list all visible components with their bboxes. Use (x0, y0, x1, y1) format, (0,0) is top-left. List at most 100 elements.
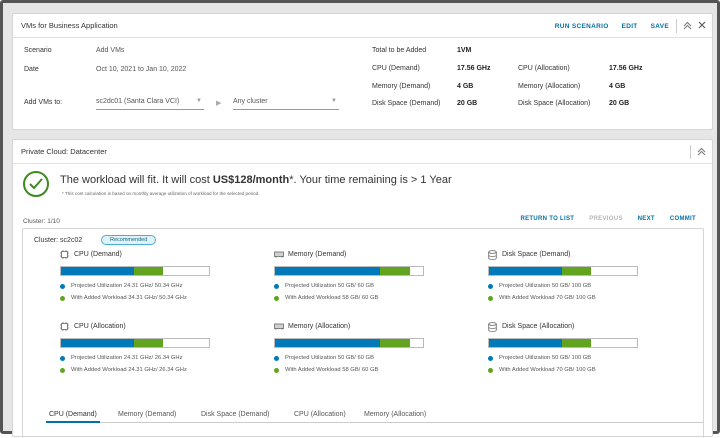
memory-icon (274, 250, 284, 259)
cpu-allocation-utilization-bar (60, 338, 210, 348)
added-workload-text: With Added Workload 70 GB/ 100 GB (499, 367, 596, 373)
metric-title-text: Memory (Demand) (288, 251, 347, 258)
added-dot-icon (274, 295, 279, 301)
added-dot-icon (274, 367, 279, 373)
added-workload-segment (133, 267, 164, 275)
tab-cpu-allocation[interactable]: CPU (Allocation) (294, 411, 346, 418)
storage-icon (488, 250, 497, 260)
added-dot-icon (488, 295, 493, 301)
headline-text: The workload will fit. It will cost (60, 174, 213, 186)
commit-button[interactable]: COMMIT (669, 216, 696, 222)
chevron-double-up-icon[interactable] (697, 147, 706, 158)
cpu-icon (60, 250, 69, 259)
scenario-value: Add VMs (96, 47, 125, 54)
chevron-down-icon: ▼ (331, 98, 337, 104)
memory-allocation-utilization-bar (274, 338, 424, 348)
cluster-name: Cluster: sc2c02 (34, 237, 83, 244)
projected-utilization-segment (275, 267, 381, 275)
projected-dot-icon (274, 355, 279, 361)
added-workload-legend: With Added Workload 70 GB/ 100 GB (488, 295, 596, 301)
scenario-panel-title: VMs for Business Application (21, 21, 118, 30)
close-icon[interactable] (698, 21, 706, 31)
added-dot-icon (60, 367, 65, 373)
edit-button[interactable]: EDIT (621, 22, 638, 30)
divider (676, 19, 677, 33)
chevron-down-icon: ▼ (196, 98, 202, 104)
cluster-count: Cluster: 1/10 (23, 218, 60, 225)
metric-card: Memory (Allocation) Projected Utilization… (274, 322, 424, 386)
projected-utilization-segment (61, 267, 134, 275)
memory-allocation-value: 4 GB (609, 83, 626, 90)
metric-card: CPU (Demand) Projected Utilization 24.31 … (60, 250, 210, 314)
metric-title: Disk Space (Allocation) (488, 322, 575, 332)
metric-title-text: Disk Space (Allocation) (502, 323, 575, 330)
projected-dot-icon (60, 355, 65, 361)
added-workload-text: With Added Workload 58 GB/ 60 GB (285, 367, 379, 373)
disk-allocation-value: 20 GB (609, 100, 630, 107)
added-workload-legend: With Added Workload 24.31 GHz/ 26.34 GHz (60, 367, 187, 373)
result-panel-actions (683, 140, 706, 164)
memory-icon (274, 322, 284, 331)
projected-utilization-legend: Projected Utilization 50 GB/ 60 GB (274, 283, 374, 289)
tab-disk-space-demand[interactable]: Disk Space (Demand) (201, 411, 270, 418)
projected-utilization-text: Projected Utilization 24.31 GHz/ 26.34 G… (71, 355, 183, 361)
add-vms-label: Add VMs to: (24, 99, 63, 106)
datacenter-select[interactable]: sc2dc01 (Santa Clara VCI) ▼ (96, 98, 204, 110)
fit-headline: The workload will fit. It will cost US$1… (60, 174, 452, 186)
projected-utilization-legend: Projected Utilization 50 GB/ 100 GB (488, 283, 591, 289)
projected-utilization-segment (275, 339, 381, 347)
tab-memory-allocation[interactable]: Memory (Allocation) (364, 411, 427, 418)
tab-cpu-demand[interactable]: CPU (Demand) (46, 411, 100, 423)
added-workload-segment (133, 339, 164, 347)
date-label: Date (24, 66, 39, 73)
metric-card: Disk Space (Allocation) Projected Utiliza… (488, 322, 638, 386)
result-panel: Private Cloud: Datacenter The workload w… (12, 139, 713, 438)
metric-title: Disk Space (Demand) (488, 250, 571, 260)
previous-button[interactable]: PREVIOUS (589, 216, 623, 222)
projected-utilization-legend: Projected Utilization 24.31 GHz/ 26.34 G… (60, 355, 182, 361)
cpu-demand-utilization-bar (60, 266, 210, 276)
return-to-list-button[interactable]: RETURN TO LIST (520, 216, 575, 222)
next-button[interactable]: NEXT (637, 216, 655, 222)
projected-utilization-text: Projected Utilization 50 GB/ 100 GB (499, 355, 592, 361)
added-workload-legend: With Added Workload 34.31 GHz/ 50.34 GHz (60, 295, 187, 301)
metric-title-text: Memory (Allocation) (288, 323, 351, 330)
recommended-badge: Recommended (101, 235, 157, 245)
projected-dot-icon (488, 355, 493, 361)
cost-footnote: * This cost calculation is based on mont… (62, 191, 260, 196)
projected-utilization-segment (61, 339, 134, 347)
cpu-allocation-label: CPU (Allocation) (518, 65, 570, 72)
disk-space-demand-utilization-bar (488, 266, 638, 276)
metric-title-text: Disk Space (Demand) (502, 251, 571, 258)
total-added-value: 1VM (457, 47, 472, 54)
added-workload-text: With Added Workload 58 GB/ 60 GB (285, 295, 379, 301)
metric-title: Memory (Demand) (274, 250, 346, 259)
added-dot-icon (488, 367, 493, 373)
projected-dot-icon (488, 283, 493, 289)
projected-dot-icon (60, 283, 65, 289)
cluster-select[interactable]: Any cluster ▼ (233, 98, 339, 110)
tab-memory-demand[interactable]: Memory (Demand) (118, 411, 177, 418)
metric-card: CPU (Allocation) Projected Utilization 24… (60, 322, 210, 386)
metric-card: Memory (Demand) Projected Utilization 50 … (274, 250, 424, 314)
projected-utilization-legend: Projected Utilization 24.31 GHz/ 50.34 G… (60, 283, 182, 289)
scenario-label: Scenario (24, 47, 52, 54)
added-workload-legend: With Added Workload 58 GB/ 60 GB (274, 295, 378, 301)
run-scenario-button[interactable]: RUN SCENARIO (554, 22, 609, 30)
cpu-icon (60, 322, 69, 331)
result-panel-header: Private Cloud: Datacenter (13, 140, 712, 164)
projected-utilization-segment (489, 267, 562, 275)
cpu-demand-value: 17.56 GHz (457, 65, 491, 72)
metric-card: Disk Space (Demand) Projected Utilization… (488, 250, 638, 314)
save-button[interactable]: SAVE (650, 22, 669, 30)
success-check-icon (23, 171, 49, 197)
memory-demand-value: 4 GB (457, 83, 474, 90)
storage-icon (488, 322, 497, 332)
cluster-card: Cluster: sc2c02 Recommended CPU (Demand)… (22, 228, 704, 438)
added-workload-segment (561, 339, 592, 347)
chevron-double-up-icon[interactable] (683, 21, 692, 32)
metric-title: CPU (Allocation) (60, 322, 126, 331)
added-workload-text: With Added Workload 34.31 GHz/ 50.34 GHz (71, 295, 187, 301)
scenario-actions: RUN SCENARIO EDIT SAVE (542, 14, 706, 38)
